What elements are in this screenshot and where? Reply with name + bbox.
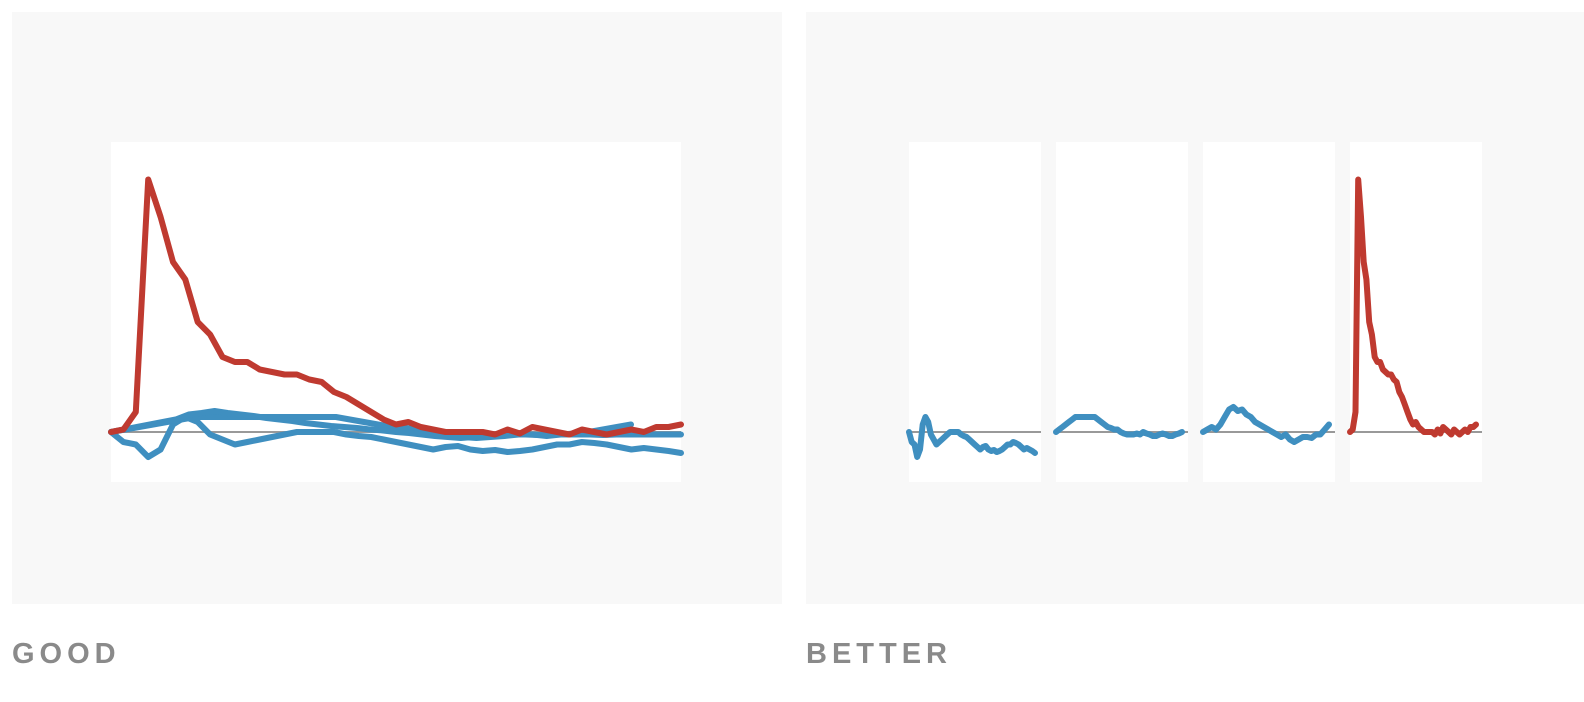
better-caption: BETTER [806,638,952,670]
better-chart-panel [806,12,1584,604]
good-caption: GOOD [12,638,121,670]
multiple-2-plot-area [1056,142,1188,482]
multiple-3-plot-area [1203,142,1335,482]
good-context-series-line-3 [108,408,684,441]
overlaid-line-chart [108,142,684,482]
good-highlight-series-line-4 [108,176,684,438]
multiple-3-context-series-line [1200,404,1332,445]
good-context-series-line-1 [108,414,684,460]
multiple-4-highlight-series-line [1347,176,1479,438]
multiple-1-context-series-line [906,414,1038,460]
good-chart-panel [12,12,782,604]
multiple-2-context-series-line [1053,414,1185,439]
small-multiples-chart [906,142,1482,482]
